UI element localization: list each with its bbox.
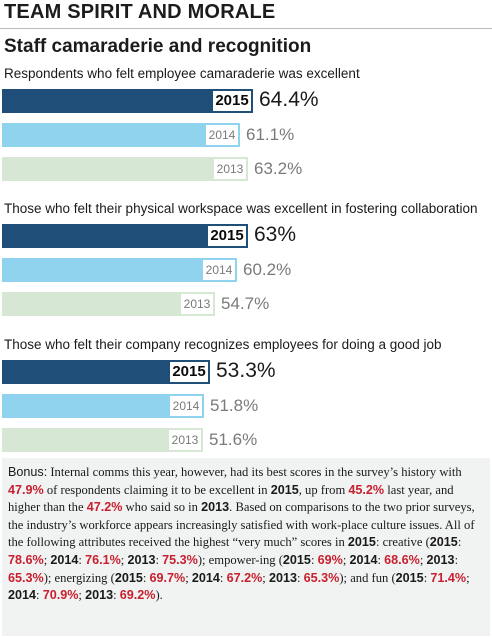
bonus-year: 2013 — [268, 570, 297, 585]
header-bar: TEAM SPIRIT AND MORALE — [0, 0, 492, 29]
bar-2015 — [2, 89, 253, 113]
bonus-value: 70.9% — [42, 588, 79, 603]
bonus-text: : creative ( — [375, 535, 430, 550]
bonus-value: 76.1% — [85, 552, 121, 567]
bonus-value: 65.3% — [8, 570, 44, 585]
year-label: 2014 — [203, 260, 235, 280]
bonus-year: 2013 — [127, 552, 156, 567]
bar-2015 — [2, 224, 248, 248]
year-label: 2014 — [206, 125, 238, 145]
chart-title: Staff camaraderie and recognition — [4, 36, 312, 57]
bonus-text: ); empower-ing ( — [197, 552, 283, 567]
year-label: 2013 — [169, 430, 201, 450]
bonus-text: ); energizing ( — [43, 570, 115, 585]
year-label: 2015 — [170, 362, 208, 382]
bonus-text: of respondents claiming it to be excelle… — [43, 482, 271, 497]
value-label: 61.1% — [246, 125, 295, 144]
value-label: 53.3% — [216, 359, 276, 382]
bonus-text: , up from — [298, 482, 349, 497]
group-label: Those who felt their company recognizes … — [4, 337, 442, 352]
group-label: Those who felt their physical workspace … — [4, 201, 478, 216]
bonus-text: ); and fun ( — [339, 570, 396, 585]
bar-2014 — [2, 258, 237, 282]
bonus-year: 2013 — [85, 588, 114, 603]
bonus-text: Internal comms this year, however, had i… — [47, 465, 462, 479]
bar-2013 — [2, 292, 215, 316]
bonus-value: 68.6% — [384, 552, 420, 567]
bonus-year: 2015 — [395, 570, 424, 585]
page-title: TEAM SPIRIT AND MORALE — [4, 1, 276, 23]
year-label: 2015 — [213, 91, 251, 111]
bonus-note: Bonus: Internal comms this year, however… — [2, 458, 490, 636]
bonus-value: 69.2% — [119, 588, 156, 603]
bonus-year: 2015 — [429, 535, 458, 550]
value-label: 51.8% — [210, 396, 259, 415]
value-label: 63.2% — [254, 159, 303, 178]
bonus-value: 47.2% — [86, 500, 123, 515]
bonus-year: 2013 — [426, 552, 455, 567]
bonus-value: 69% — [317, 552, 343, 567]
bonus-value: 65.3% — [303, 570, 340, 585]
group-label: Respondents who felt employee camaraderi… — [4, 66, 360, 81]
bonus-value: 45.2% — [348, 482, 385, 497]
bonus-year: 2014 — [349, 552, 378, 567]
bonus-year: 2015 — [347, 535, 376, 550]
value-label: 64.4% — [259, 88, 319, 111]
bonus-text: last year, and higher than the — [8, 482, 454, 515]
bonus-year: 2013 — [201, 500, 230, 515]
value-label: 54.7% — [221, 294, 270, 313]
bonus-value: 71.4% — [430, 570, 467, 585]
bonus-lead: Bonus: — [8, 465, 48, 479]
bonus-text: ). — [155, 588, 163, 603]
bonus-year: 2015 — [114, 570, 143, 585]
year-label: 2014 — [170, 396, 202, 416]
year-label: 2015 — [208, 226, 246, 246]
value-label: 63% — [254, 223, 297, 246]
bonus-year: 2014 — [50, 552, 79, 567]
year-label: 2013 — [181, 294, 213, 314]
value-label: 51.6% — [209, 430, 258, 449]
bonus-year: 2014 — [191, 570, 220, 585]
bonus-year: 2015 — [270, 482, 299, 497]
bonus-text: who said so in — [122, 500, 202, 515]
bonus-text: . Based on comparisons to the two prior … — [8, 500, 475, 550]
bonus-value: 78.6% — [8, 552, 44, 567]
bonus-year: 2015 — [282, 552, 311, 567]
bonus-value: 69.7% — [149, 570, 186, 585]
bar-2013 — [2, 157, 248, 181]
bonus-value: 67.2% — [226, 570, 263, 585]
year-label: 2013 — [214, 159, 246, 179]
bonus-year: 2014 — [8, 588, 37, 603]
bonus-value: 75.3% — [162, 552, 198, 567]
value-label: 60.2% — [243, 260, 292, 279]
bonus-value: 47.9% — [8, 482, 44, 497]
bar-2014 — [2, 123, 240, 147]
